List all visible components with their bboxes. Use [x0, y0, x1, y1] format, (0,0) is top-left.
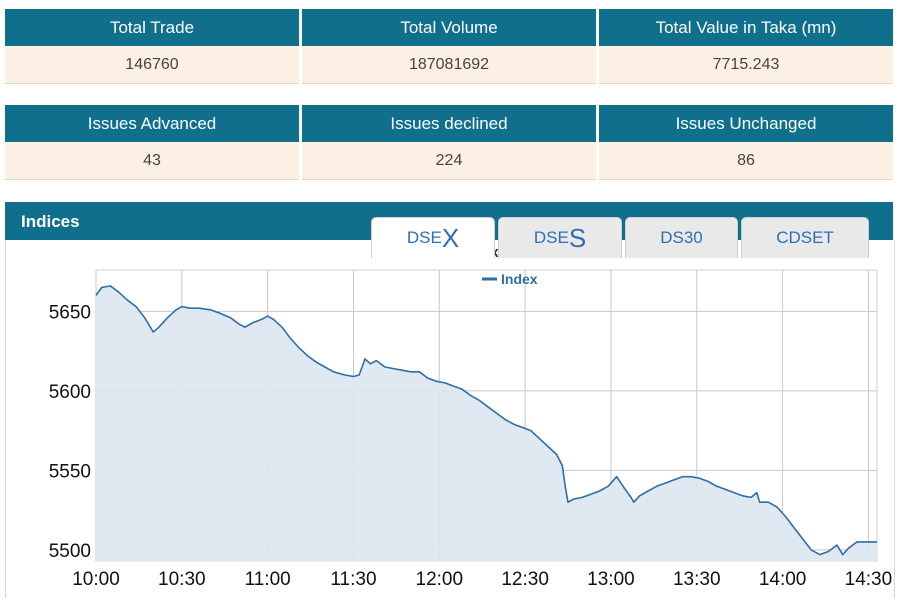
indices-title: Indices [21, 212, 80, 231]
y-tick-label: 5500 [49, 541, 91, 562]
issues-unchanged-header: Issues Unchanged [599, 105, 893, 142]
tab-ds30[interactable]: DS30 [625, 217, 738, 258]
index-chart-panel: 10:00 10:30 11:00 11:30 12:00 12:30 13:00 13:30… [5, 240, 895, 598]
tab-dsex[interactable]: DSE X [371, 217, 495, 258]
total-volume-header: Total Volume [302, 9, 596, 46]
tab-dsex-prefix: DSE [406, 228, 442, 247]
x-tick-label: 10:00 [72, 569, 120, 590]
summary-value-row: 146760 187081692 7715.243 [5, 46, 893, 84]
issues-header-row: Issues Advanced Issues declined Issues U… [5, 105, 893, 142]
issues-value-row: 43 224 86 [5, 142, 893, 180]
tab-dses-prefix: DSE [533, 228, 569, 247]
tab-ds30-label: DS30 [660, 228, 703, 247]
market-summary-table: Total Trade Total Volume Total Value in … [5, 9, 893, 84]
total-trade-header: Total Trade [5, 9, 299, 46]
issues-summary-table: Issues Advanced Issues declined Issues U… [5, 105, 893, 180]
x-tick-label: 13:00 [587, 569, 635, 590]
total-value-header: Total Value in Taka (mn) [599, 9, 893, 46]
issues-unchanged-value: 86 [599, 142, 893, 180]
summary-header-row: Total Trade Total Volume Total Value in … [5, 9, 893, 46]
tab-dsex-suffix: X [441, 223, 460, 253]
x-tick-label: 12:30 [501, 569, 549, 590]
tab-dses-suffix: S [568, 223, 587, 253]
index-chart: 10:00 10:30 11:00 11:30 12:00 12:30 13:00 13:30… [49, 244, 893, 590]
issues-advanced-value: 43 [5, 142, 299, 180]
total-trade-value: 146760 [5, 46, 299, 84]
x-tick-label: 11:00 [245, 569, 291, 590]
total-volume-value: 187081692 [302, 46, 596, 84]
total-value-value: 7715.243 [599, 46, 893, 84]
x-tick-label: 14:30 [845, 569, 893, 590]
index-line [95, 285, 877, 556]
y-tick-label: 5550 [49, 461, 91, 482]
index-area [96, 285, 877, 561]
x-tick-label: 14:00 [759, 569, 807, 590]
legend-label: Index [501, 271, 538, 287]
tab-dses[interactable]: DSE S [498, 217, 622, 258]
issues-declined-header: Issues declined [302, 105, 596, 142]
y-tick-label: 5600 [49, 382, 91, 403]
x-tick-label: 10:30 [158, 569, 206, 590]
x-tick-label: 12:00 [416, 569, 464, 590]
x-tick-label: 13:30 [673, 569, 721, 590]
tab-cdset[interactable]: CDSET [741, 217, 869, 258]
y-tick-label: 5650 [49, 302, 91, 323]
issues-declined-value: 224 [302, 142, 596, 180]
tab-cdset-label: CDSET [776, 228, 834, 247]
x-tick-label: 11:30 [330, 569, 376, 590]
issues-advanced-header: Issues Advanced [5, 105, 299, 142]
